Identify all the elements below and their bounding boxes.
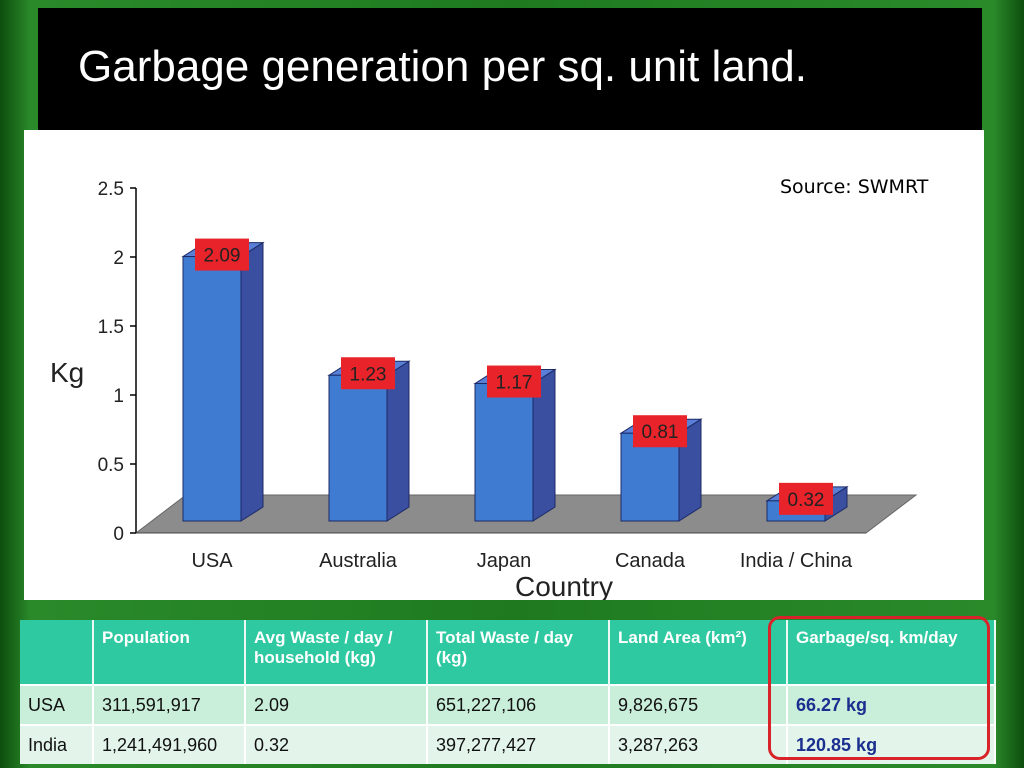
y-tick-label: 0.5 bbox=[98, 455, 124, 476]
x-tick-label: India / China bbox=[740, 550, 853, 572]
table-cell: 1,241,491,960 bbox=[93, 724, 246, 764]
x-tick-label: Japan bbox=[477, 550, 532, 572]
bar-chart: 0 0.5 1 1.5 2 2.5 Kg 2.09 USA 1.23 Australia 1.17 Ja… bbox=[50, 179, 918, 600]
table-cell: 0.32 bbox=[245, 724, 428, 764]
data-label: 1.23 bbox=[350, 364, 387, 385]
table-cell: India bbox=[20, 724, 94, 764]
table-cell: 3,287,263 bbox=[609, 724, 788, 764]
y-tick-label: 2.5 bbox=[98, 179, 124, 200]
table-header-cell: Land Area (km²) bbox=[609, 620, 788, 685]
table-cell: 9,826,675 bbox=[609, 684, 788, 725]
table-row: USA 311,591,917 2.09 651,227,106 9,826,6… bbox=[20, 684, 996, 725]
table-header-row: Population Avg Waste / day / household (… bbox=[20, 620, 996, 685]
x-tick-label: Australia bbox=[319, 550, 398, 572]
title-panel bbox=[38, 8, 982, 130]
data-label-box bbox=[633, 415, 687, 448]
bar-side bbox=[240, 241, 264, 522]
y-axis-label: Kg bbox=[50, 357, 84, 388]
table-cell: 397,277,427 bbox=[427, 724, 610, 764]
slide-title: Garbage generation per sq. unit land. bbox=[78, 42, 807, 91]
data-label-box bbox=[779, 482, 833, 515]
table-cell: USA bbox=[20, 684, 94, 725]
table-cell: 2.09 bbox=[245, 684, 428, 725]
data-label: 0.81 bbox=[642, 422, 679, 443]
data-label-box bbox=[341, 357, 395, 390]
bar bbox=[328, 374, 388, 522]
x-tick-label: Canada bbox=[615, 550, 686, 572]
data-label: 0.32 bbox=[788, 490, 825, 511]
source-label: Source: SWMRT bbox=[780, 176, 929, 198]
table-header-cell: Avg Waste / day / household (kg) bbox=[245, 620, 428, 685]
y-tick-label: 0 bbox=[113, 524, 124, 545]
data-label: 2.09 bbox=[204, 246, 241, 267]
table-header-cell bbox=[20, 620, 94, 685]
y-tick-label: 1.5 bbox=[98, 317, 124, 338]
data-label-box bbox=[487, 365, 541, 398]
table-cell: 311,591,917 bbox=[93, 684, 246, 725]
bar bbox=[182, 256, 242, 522]
y-tick-label: 2 bbox=[113, 248, 124, 269]
data-label: 1.17 bbox=[496, 373, 533, 394]
x-tick-label: USA bbox=[191, 550, 233, 572]
bar bbox=[620, 432, 680, 522]
data-table: Population Avg Waste / day / household (… bbox=[20, 620, 996, 764]
table-cell-highlight: 66.27 kg bbox=[787, 684, 996, 725]
table-header-cell: Population bbox=[93, 620, 246, 685]
chart-area: 0 0.5 1 1.5 2 2.5 Kg 2.09 USA 1.23 Australia 1.17 Ja… bbox=[24, 130, 984, 600]
table-header-cell: Total Waste / day (kg) bbox=[427, 620, 610, 685]
bar bbox=[474, 383, 534, 522]
x-axis-label: Country bbox=[515, 571, 613, 600]
data-label-box bbox=[195, 238, 249, 271]
table-header-cell: Garbage/sq. km/day bbox=[787, 620, 996, 685]
y-tick-label: 1 bbox=[113, 386, 124, 407]
table-cell: 651,227,106 bbox=[427, 684, 610, 725]
highlight-box bbox=[768, 616, 990, 760]
